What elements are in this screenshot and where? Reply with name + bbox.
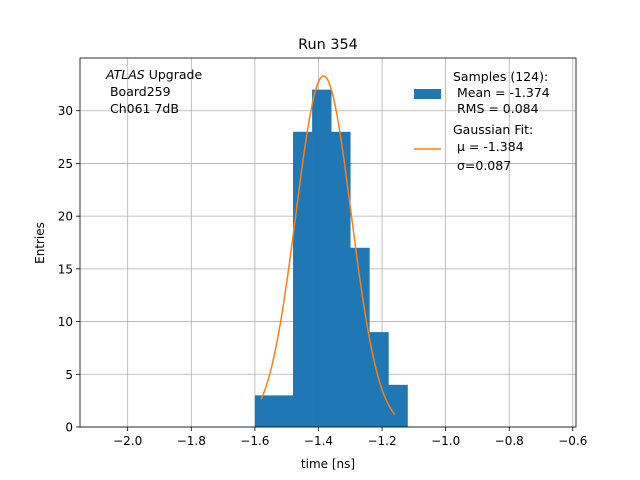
legend-swatch-samples [414, 89, 441, 99]
x-tick-label: −1.0 [431, 434, 460, 448]
y-axis-ticks: 0 5 10 15 20 25 30 [58, 104, 80, 435]
y-tick-label: 30 [58, 104, 73, 118]
legend-fit-line-1: Gaussian Fit: [453, 122, 533, 137]
x-tick-label: −1.4 [304, 434, 333, 448]
y-axis-label: Entries [33, 222, 47, 264]
legend: Samples (124): Mean = -1.374 RMS = 0.084… [414, 69, 550, 173]
plot-frame [79, 57, 577, 428]
y-tick-label: 5 [65, 368, 73, 382]
x-tick-label: −0.8 [495, 434, 524, 448]
x-tick-label: −0.6 [558, 434, 587, 448]
y-tick-label: 15 [58, 262, 73, 276]
legend-fit-line-2: μ = -1.384 [453, 139, 524, 154]
legend-fit-line-3: σ=0.087 [453, 158, 511, 173]
x-tick-label: −2.0 [113, 434, 142, 448]
histogram-bar [331, 131, 351, 428]
x-tick-label: −1.6 [240, 434, 269, 448]
chart-title: Run 354 [298, 37, 358, 53]
y-tick-label: 10 [58, 315, 73, 329]
legend-samples-line-3: RMS = 0.084 [453, 101, 539, 116]
y-tick-label: 20 [58, 210, 73, 224]
gaussian-fit-curve [260, 75, 396, 415]
histogram-bar [273, 395, 294, 427]
histogram-bar [388, 384, 408, 427]
x-axis-label: time [ns] [301, 457, 355, 471]
histogram-bar [293, 131, 313, 428]
legend-samples-line-1: Samples (124): [453, 69, 548, 84]
y-tick-label: 0 [65, 421, 73, 435]
x-axis-ticks: −2.0 −1.8 −1.6 −1.4 −1.2 −1.0 −0.8 −0.6 [113, 427, 587, 448]
x-tick-label: −1.2 [367, 434, 396, 448]
y-tick-label: 25 [58, 157, 73, 171]
annotation-line-3: Ch061 7dB [106, 101, 179, 116]
legend-samples-line-2: Mean = -1.374 [453, 85, 550, 100]
annotation-line-1: ATLAS Upgrade [105, 67, 202, 82]
histogram-bar [254, 395, 275, 427]
annotation-line-2: Board259 [106, 84, 171, 99]
histogram-bar [350, 247, 370, 427]
x-tick-label: −1.8 [177, 434, 206, 448]
atlas-annotation: ATLAS Upgrade Board259 Ch061 7dB [105, 67, 202, 116]
annotation-upgrade: Upgrade [145, 67, 203, 82]
histogram-bar [312, 89, 332, 427]
histogram-bars [254, 89, 408, 428]
annotation-atlas: ATLAS [105, 67, 145, 82]
